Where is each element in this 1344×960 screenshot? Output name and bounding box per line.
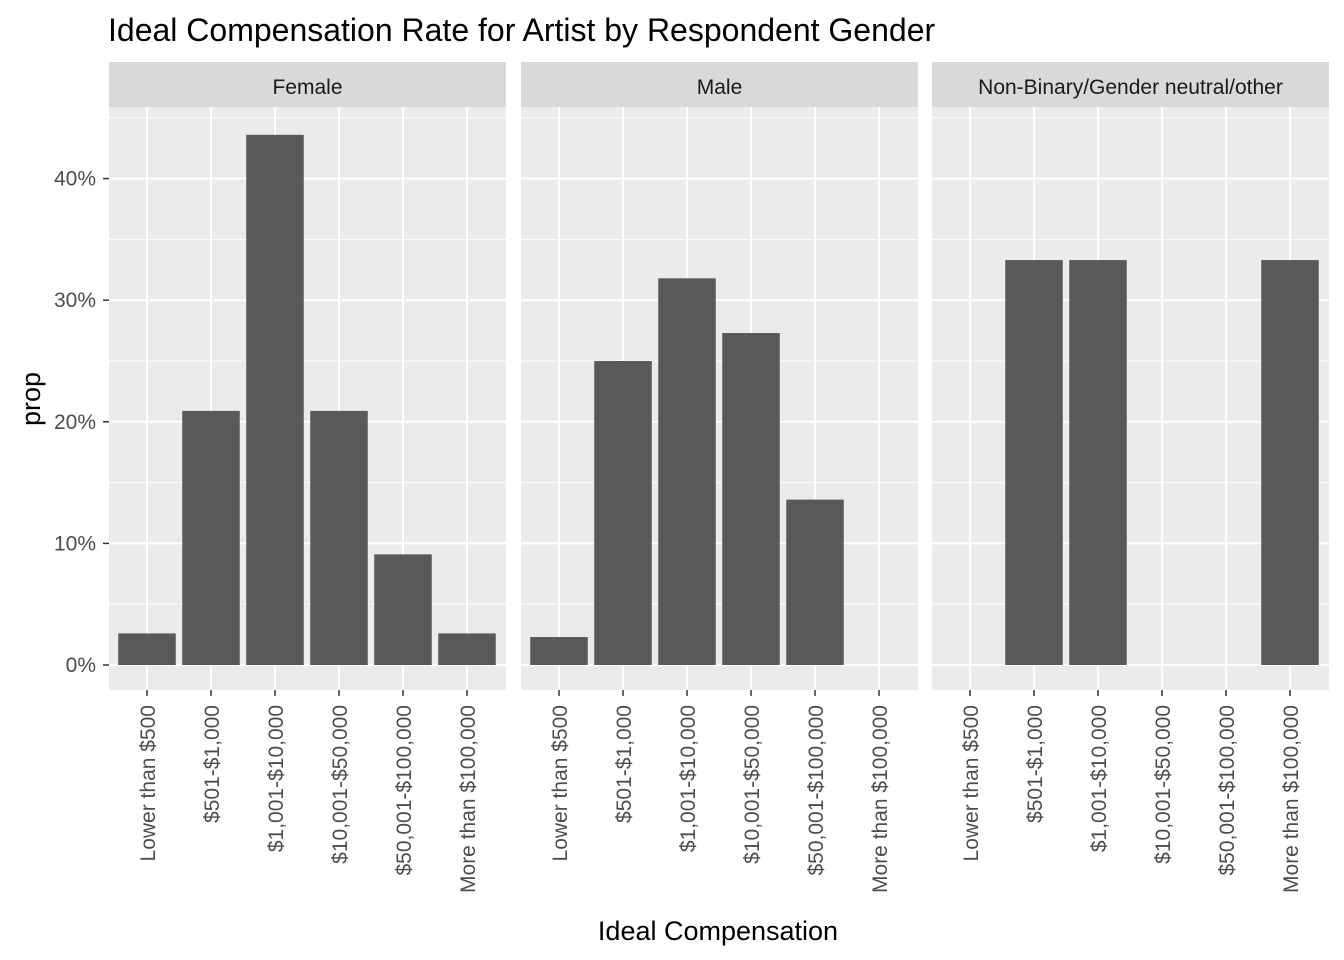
y-tick-label: 20% [54,411,96,434]
bar [594,361,652,665]
bar [310,410,368,665]
x-tick-label: $1,001-$10,000 [1088,705,1111,852]
x-tick-label: $10,001-$50,000 [741,705,764,864]
facet-strip [109,62,506,107]
x-tick-label: $10,001-$50,000 [1152,705,1175,864]
bar [786,499,844,665]
bar [1261,260,1319,665]
panel-background [521,107,918,690]
x-tick-label: $50,001-$100,000 [393,705,416,876]
panel-background [109,107,506,690]
facet-panels: Female Lower than $500 $501-$1,000 $1,001-$… [109,62,1329,893]
chart-title: Ideal Compensation Rate for Artist by Re… [108,12,935,48]
bar [1005,260,1063,665]
x-tick-label: More than $100,000 [1280,705,1303,893]
x-tick-label: Lower than $500 [549,705,572,861]
x-tick-label: $50,001-$100,000 [1216,705,1239,876]
y-tick-label: 0% [66,654,96,677]
y-axis: 0% 10% 20% 30% 40% [54,168,109,677]
y-tick-label: 40% [54,168,96,191]
bar [182,410,240,665]
bar [658,278,716,665]
facet-strip-label: Non-Binary/Gender neutral/other [978,76,1283,99]
x-tick-label: More than $100,000 [457,705,480,893]
facet-strip-label: Male [697,76,743,99]
bar [118,633,176,665]
facet-strip-label: Female [272,76,342,99]
y-tick-label: 10% [54,532,96,555]
x-tick-label: $50,001-$100,000 [805,705,828,876]
x-tick-label: $501-$1,000 [201,705,224,823]
x-tick-label: $501-$1,000 [1024,705,1047,823]
x-axis-title: Ideal Compensation [598,916,838,946]
bar [374,554,432,665]
x-tick-label: $1,001-$10,000 [265,705,288,852]
x-tick-label: More than $100,000 [869,705,892,893]
bar [530,637,588,665]
y-axis-title: prop [16,372,46,426]
facet-strip [521,62,918,107]
x-tick-label: $1,001-$10,000 [677,705,700,852]
y-tick-label: 30% [54,289,96,312]
x-tick-label: $501-$1,000 [613,705,636,823]
facet-panel: Male Lower than $500 $501-$1,000 $1,001-$10… [521,62,918,893]
facet-strip [932,62,1329,107]
facet-panel: Non-Binary/Gender neutral/other Lower tha… [932,62,1329,893]
bar [438,633,496,665]
facet-panel: Female Lower than $500 $501-$1,000 $1,001-$… [109,62,506,893]
bar [1069,260,1127,665]
bar [246,134,304,666]
x-tick-label: Lower than $500 [960,705,983,861]
x-tick-label: Lower than $500 [137,705,160,861]
x-tick-label: $10,001-$50,000 [329,705,352,864]
bar [722,333,780,665]
